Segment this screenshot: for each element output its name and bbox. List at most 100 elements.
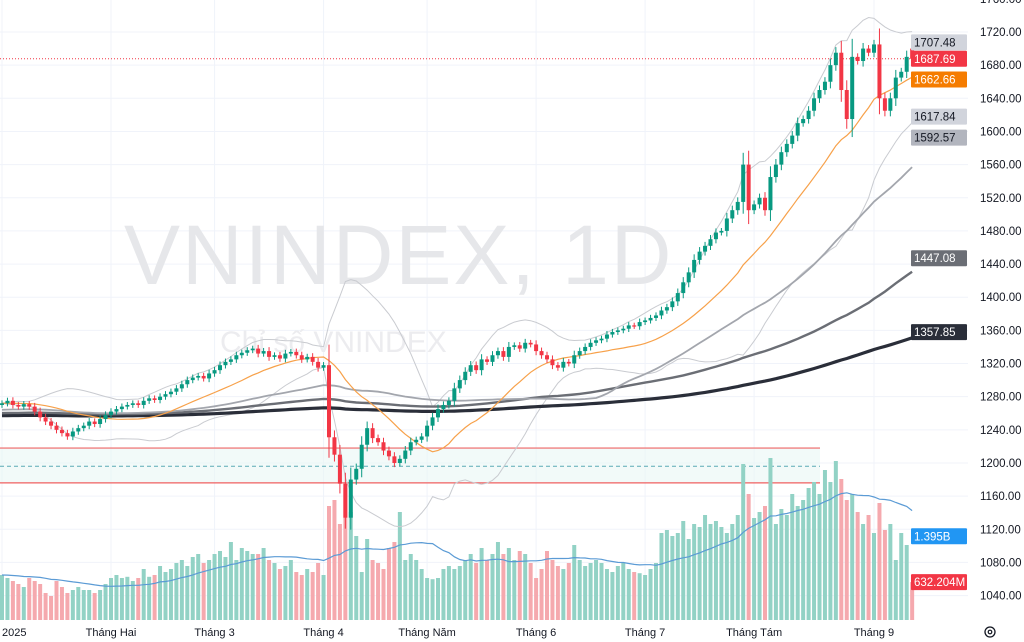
- volume-bar: [463, 560, 468, 620]
- candle-body: [141, 400, 146, 405]
- candle-body: [81, 425, 86, 429]
- volume-bar: [201, 563, 206, 620]
- bollinger-upper-line: [1, 16, 913, 408]
- volume-bar: [70, 590, 75, 620]
- ma100-line: [1, 270, 913, 416]
- volume-bar: [305, 569, 310, 620]
- volume-bar: [299, 575, 304, 620]
- price-label-bg: [911, 71, 967, 88]
- volume-bar: [637, 573, 642, 620]
- candle-body: [147, 398, 152, 401]
- volume-bar: [555, 566, 560, 620]
- candle-body: [719, 230, 724, 233]
- volume-bar: [196, 554, 201, 620]
- volume-bar: [125, 576, 130, 620]
- candle-body: [49, 421, 54, 426]
- ma50-line: [1, 166, 913, 415]
- volume-bar: [844, 500, 849, 620]
- volume-bar: [370, 560, 375, 620]
- candle-body: [250, 348, 255, 351]
- volume-bar: [354, 536, 359, 620]
- volume-bar: [495, 542, 500, 620]
- volume-bar: [207, 560, 212, 620]
- candle-body: [681, 282, 686, 294]
- volume-bar: [468, 554, 473, 620]
- volume-bar: [245, 551, 250, 620]
- candle-body: [670, 301, 675, 308]
- volume-bar: [523, 554, 528, 620]
- candle-body: [664, 307, 669, 311]
- volume-bar: [572, 545, 577, 620]
- candle-body: [430, 417, 435, 426]
- candle-body: [5, 400, 10, 404]
- price-tick-label: 1160.00: [980, 491, 1021, 503]
- volume-bar: [877, 503, 882, 620]
- price-tick-label: 1720.00: [980, 27, 1022, 39]
- volume-bar: [839, 479, 844, 620]
- price-label-text: 1707.48: [914, 37, 956, 49]
- volume-bar: [87, 590, 92, 620]
- price-tick-label: 1640.00: [980, 93, 1022, 105]
- candle-body: [125, 404, 130, 407]
- candle-body: [70, 431, 75, 437]
- candle-body: [419, 436, 424, 440]
- candle-body: [555, 365, 560, 368]
- volume-bar: [365, 539, 370, 620]
- price-tick-label: 1280.00: [980, 392, 1022, 404]
- volume-bar: [136, 578, 141, 620]
- volume-bar: [414, 560, 419, 620]
- volume-bar: [539, 569, 544, 620]
- candle-body: [637, 322, 642, 327]
- candle-body: [746, 164, 751, 211]
- candle-body: [168, 391, 173, 395]
- candle-body: [648, 317, 653, 321]
- settings-button[interactable]: [984, 626, 996, 638]
- candle-body: [468, 365, 473, 372]
- candles: [0, 28, 915, 530]
- candle-body: [98, 419, 103, 425]
- grid: [0, 0, 968, 620]
- price-tick-label: 1080.00: [980, 557, 1022, 569]
- volume-bar: [425, 578, 430, 620]
- volume-bar: [708, 524, 713, 620]
- candle-body: [65, 433, 70, 437]
- volume-bar: [228, 542, 233, 620]
- candle-body: [267, 351, 272, 357]
- watermark-title: VNINDEX, 1D: [124, 208, 673, 302]
- volume-bar: [397, 512, 402, 620]
- candle-body: [572, 355, 577, 364]
- volume-bar: [626, 569, 631, 620]
- candle-body: [490, 355, 495, 362]
- candle-body: [474, 365, 479, 371]
- candle-body: [594, 340, 599, 343]
- volume-bar: [599, 563, 604, 620]
- volume-bar: [866, 515, 871, 620]
- price-tick-label: 1520.00: [980, 193, 1022, 205]
- candle-body: [272, 355, 277, 357]
- candle-body: [397, 458, 402, 463]
- volume-bar: [773, 524, 778, 620]
- candle-body: [239, 352, 244, 356]
- candle-body: [757, 197, 762, 205]
- candle-body: [703, 245, 708, 252]
- candle-body: [446, 400, 451, 405]
- candle-body: [163, 394, 168, 397]
- candle-body: [359, 444, 364, 469]
- candle-body: [485, 359, 490, 362]
- candle-body: [288, 351, 293, 354]
- time-axis[interactable]: 2025 Tháng Hai Tháng 3 Tháng 4 Tháng Năm Thán…: [2, 627, 894, 639]
- price-label-bg: [911, 574, 967, 591]
- price-tick-label: 1680.00: [980, 60, 1022, 72]
- candle-body: [692, 259, 697, 273]
- candle-body: [343, 483, 348, 518]
- price-axis[interactable]: 1760.00 1720.00 1680.00 1640.00 1600.00 1560.…: [980, 0, 1022, 603]
- volume-bar: [457, 566, 462, 620]
- volume-bar: [452, 569, 457, 620]
- candle-body: [675, 293, 680, 302]
- volume-bar: [474, 563, 479, 620]
- candle-body: [305, 356, 310, 360]
- candle-body: [245, 350, 250, 353]
- candle-body: [828, 65, 833, 82]
- candle-body: [10, 400, 15, 405]
